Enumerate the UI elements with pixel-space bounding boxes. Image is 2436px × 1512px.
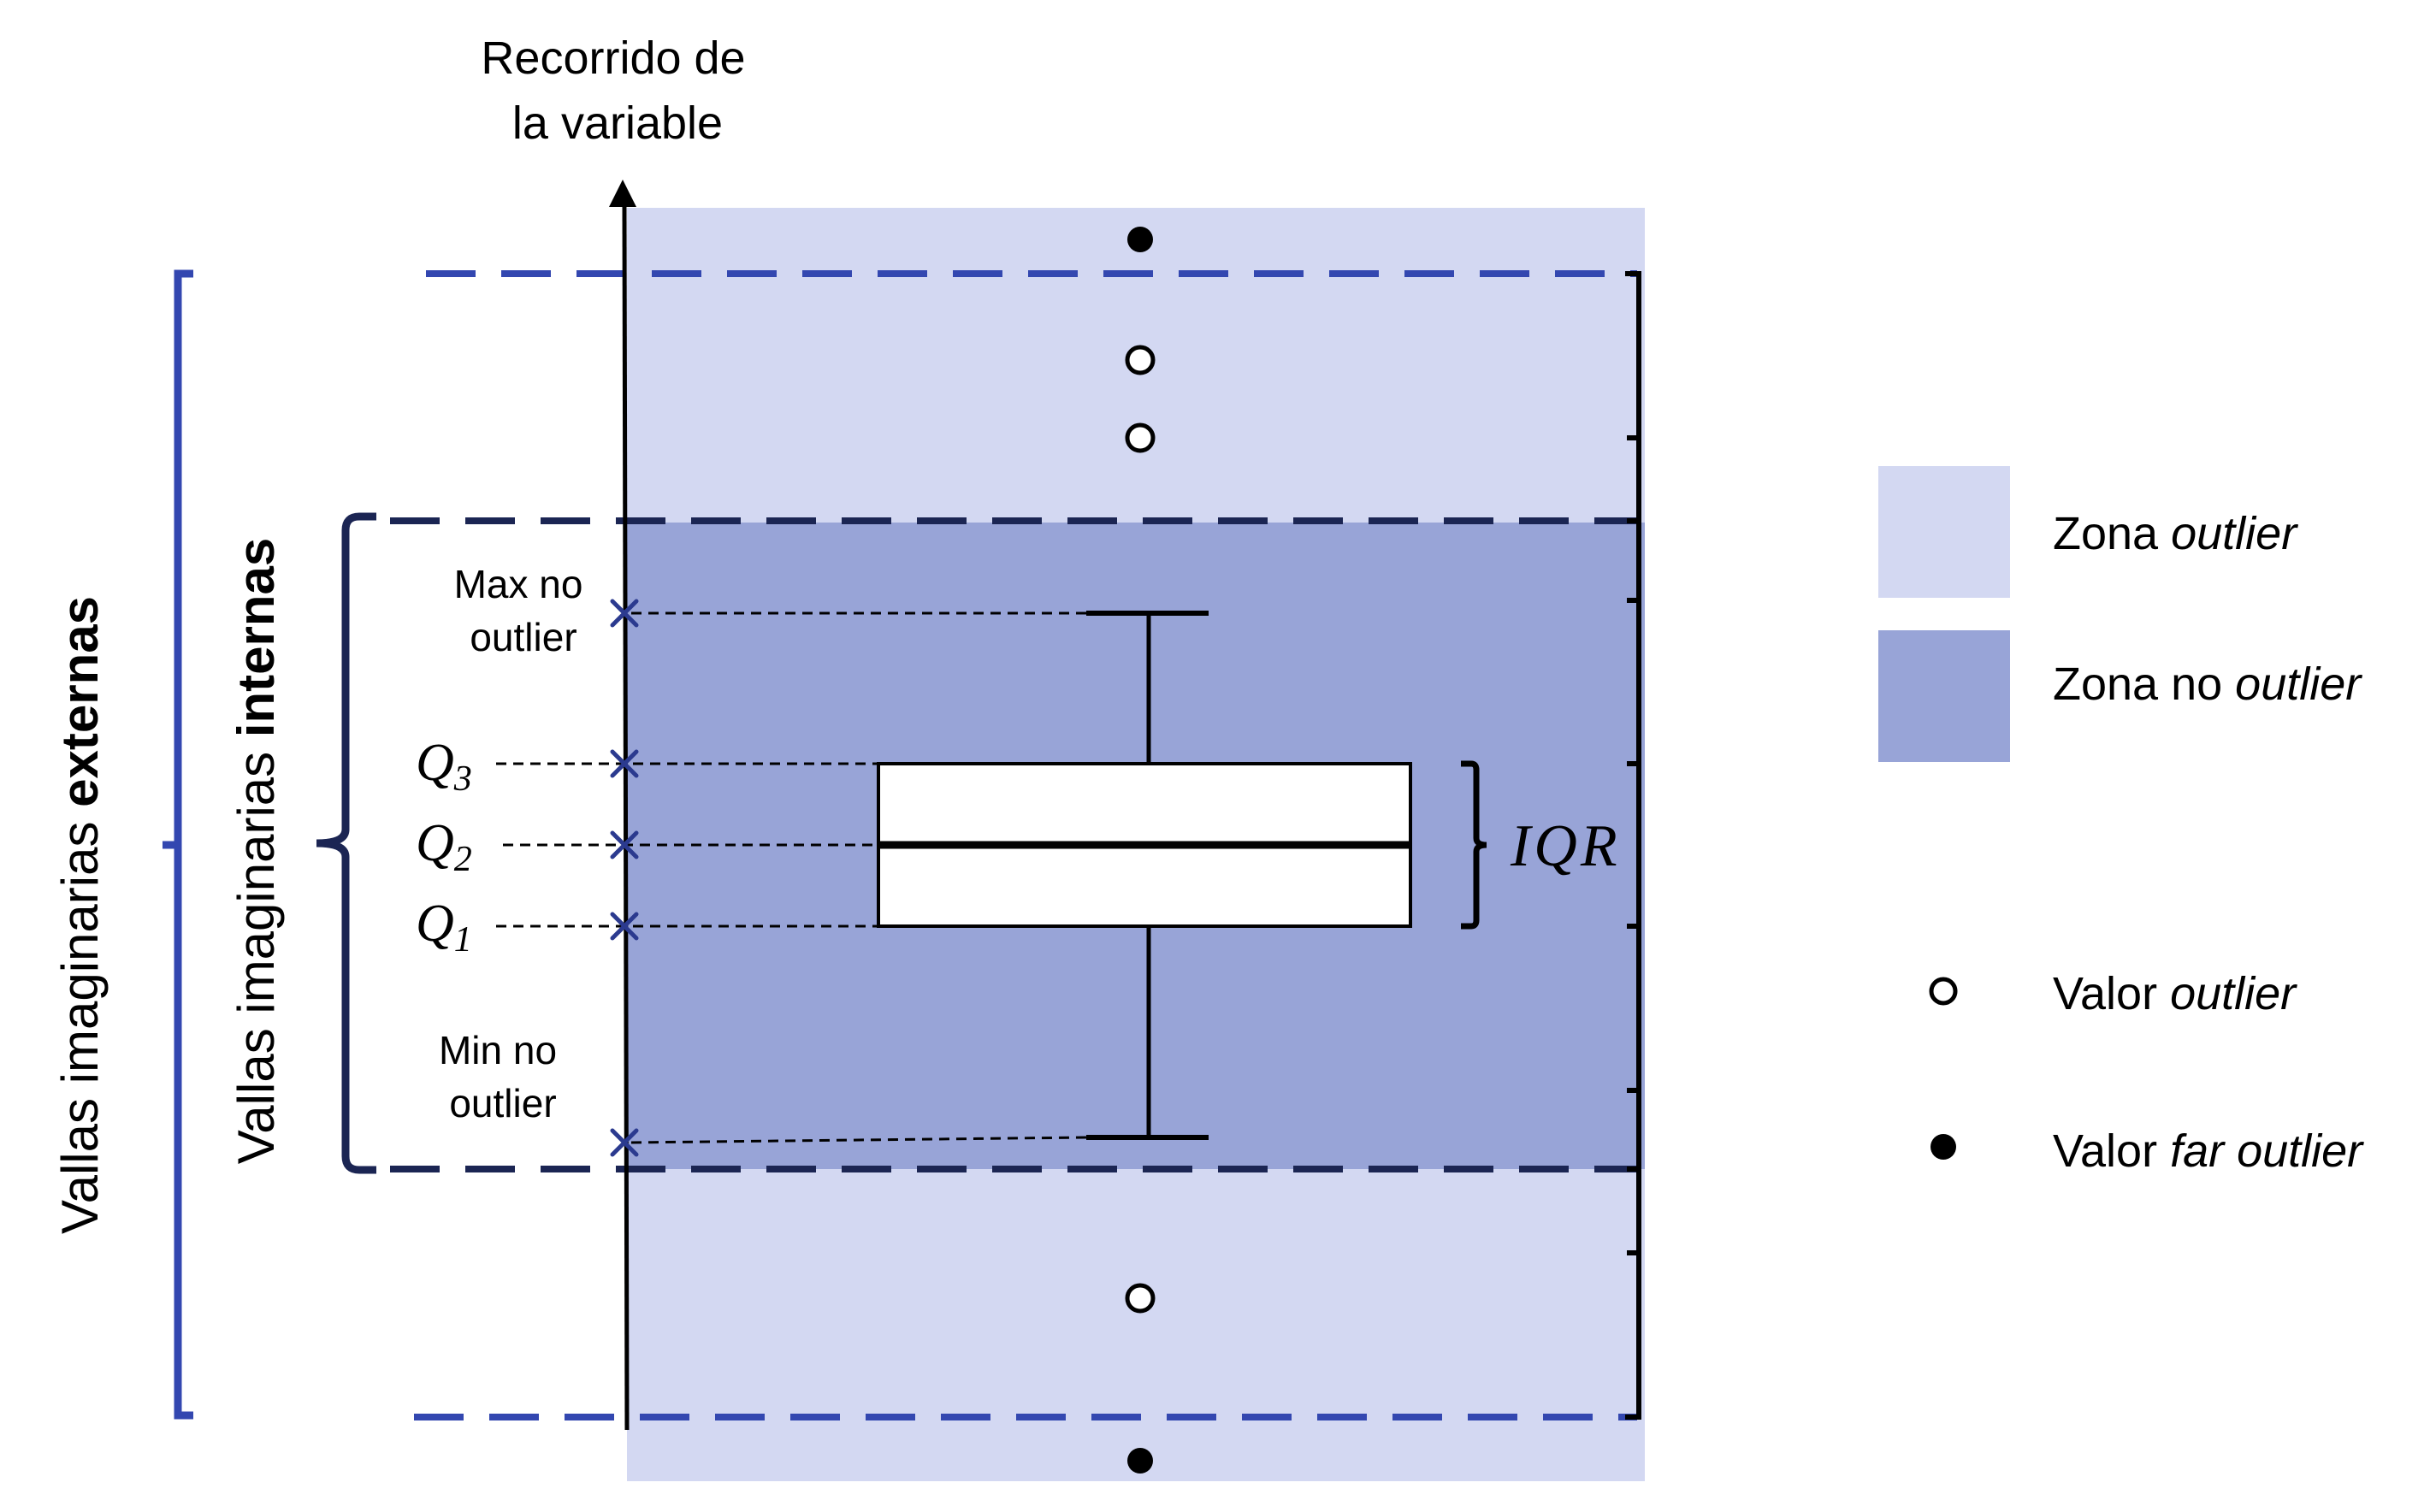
q3-label: Q3	[416, 734, 472, 799]
legend-label-no-outlier-zone-italic: outlier	[2235, 659, 2362, 710]
right-segment-ticks	[1627, 435, 1639, 1255]
right-segment-bracket	[1625, 271, 1641, 1420]
x-mark-icon	[610, 912, 639, 941]
q1-label-main: Q	[416, 895, 454, 953]
box-plot	[877, 611, 1412, 1140]
internal-fence-label-prefix: Vallas imaginarias	[228, 737, 285, 1164]
legend-label-no-outlier-zone: Zona no outlier	[2053, 659, 2362, 710]
legend-label-outlier-zone-italic: outlier	[2171, 508, 2298, 559]
legend-label-far-outlier-value: Valor far outlier	[2053, 1125, 2364, 1177]
external-fence-label-bold: externas	[51, 596, 109, 807]
legend-label-outlier-value: Valor outlier	[2053, 968, 2297, 1019]
far-outlier-point-lower	[1127, 1448, 1153, 1474]
q3-label-sub: 3	[453, 759, 472, 799]
axis-title-line1: Recorrido de	[481, 32, 745, 84]
far-outlier-point-upper	[1127, 227, 1153, 252]
q1-label-sub: 1	[454, 920, 472, 960]
x-mark-icon	[610, 749, 639, 778]
legend-label-outlier-value-italic: outlier	[2170, 968, 2297, 1019]
min-no-outlier-label-line1: Min no	[439, 1028, 557, 1072]
quantile-markers	[610, 599, 639, 1157]
legend-label-outlier-zone-prefix: Zona	[2053, 508, 2171, 559]
q1-label: Q1	[416, 895, 472, 960]
legend-label-far-outlier-value-prefix: Valor	[2053, 1125, 2170, 1177]
guide-line-min	[630, 1136, 1087, 1144]
external-fence-bracket	[174, 269, 193, 1420]
outlier-point-lower	[1125, 1283, 1156, 1314]
legend-label-far-outlier-value-italic: far outlier	[2170, 1125, 2364, 1177]
legend-swatch-outlier-zone	[1878, 466, 2010, 598]
vertical-axis	[622, 201, 630, 1431]
max-no-outlier-label-line1: Max no	[454, 562, 583, 606]
max-no-outlier-label-line2: outlier	[470, 615, 576, 659]
axis-title-line2: la variable	[512, 97, 723, 149]
internal-fence-label: Vallas imaginarias internas	[228, 538, 285, 1165]
external-fence-label-prefix: Vallas imaginarias	[51, 807, 109, 1234]
arrow-up-icon	[609, 180, 636, 207]
iqr-label: IQR	[1510, 813, 1621, 879]
legend-swatch-no-outlier-zone	[1878, 630, 2010, 762]
legend-label-no-outlier-zone-prefix: Zona no	[2053, 659, 2235, 710]
internal-fence-label-bold: internas	[228, 538, 285, 737]
legend: Zona outlier Zona no outlier Valor outli…	[1878, 466, 2364, 1177]
x-mark-icon	[610, 1128, 639, 1157]
external-fence-label: Vallas imaginarias externas	[51, 596, 109, 1234]
guide-lines	[496, 611, 1087, 1144]
outlier-zone-bottom	[627, 1169, 1645, 1481]
legend-label-outlier-value-prefix: Valor	[2053, 968, 2170, 1019]
outlier-point-upper-1	[1125, 345, 1156, 375]
x-mark-icon	[610, 599, 639, 628]
q3-label-main: Q	[416, 734, 454, 792]
internal-fence-bracket	[316, 512, 376, 1174]
legend-hollow-circle-icon	[1929, 977, 1958, 1006]
legend-label-outlier-zone: Zona outlier	[2053, 508, 2298, 559]
legend-filled-circle-icon	[1930, 1134, 1956, 1160]
q2-label-main: Q	[416, 814, 454, 872]
x-mark-icon	[610, 830, 639, 859]
q2-label: Q2	[416, 814, 472, 879]
min-no-outlier-label-line2: outlier	[449, 1081, 556, 1125]
q2-label-sub: 2	[454, 840, 472, 879]
iqr-bracket	[1461, 760, 1487, 930]
outlier-point-upper-2	[1125, 422, 1156, 453]
